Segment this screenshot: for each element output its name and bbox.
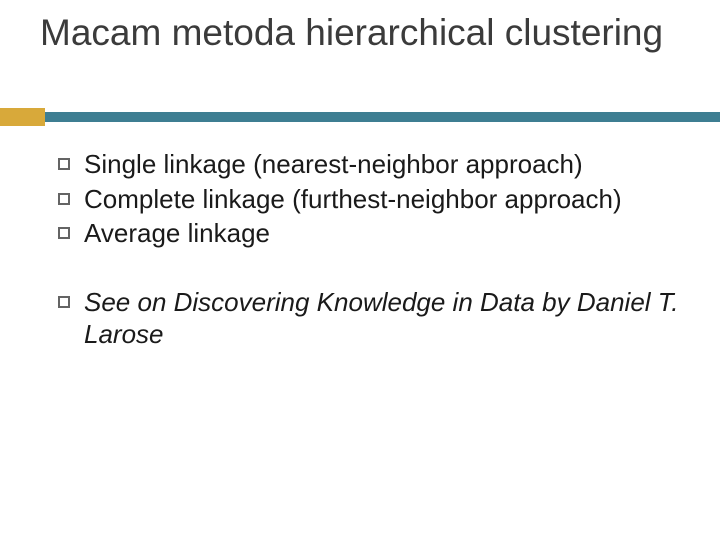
- bullet-text: Single linkage (nearest-neighbor approac…: [84, 148, 583, 181]
- bullet-square-icon: [58, 158, 70, 170]
- title-underline: [0, 108, 720, 126]
- list-item: See on Discovering Knowledge in Data by …: [58, 286, 680, 351]
- content-area: Single linkage (nearest-neighbor approac…: [58, 148, 680, 353]
- bullet-square-icon: [58, 193, 70, 205]
- slide-title: Macam metoda hierarchical clustering: [40, 12, 680, 55]
- bullet-square-icon: [58, 296, 70, 308]
- bullet-text: Average linkage: [84, 217, 270, 250]
- slide: Macam metoda hierarchical clustering Sin…: [0, 0, 720, 540]
- bullet-square-icon: [58, 227, 70, 239]
- underline-gold-segment: [0, 108, 45, 126]
- spacer: [58, 252, 680, 286]
- list-item: Complete linkage (furthest-neighbor appr…: [58, 183, 680, 216]
- underline-teal-segment: [45, 112, 720, 122]
- list-item: Single linkage (nearest-neighbor approac…: [58, 148, 680, 181]
- title-block: Macam metoda hierarchical clustering: [40, 12, 680, 55]
- bullet-text-reference: See on Discovering Knowledge in Data by …: [84, 286, 680, 351]
- bullet-text: Complete linkage (furthest-neighbor appr…: [84, 183, 622, 216]
- list-item: Average linkage: [58, 217, 680, 250]
